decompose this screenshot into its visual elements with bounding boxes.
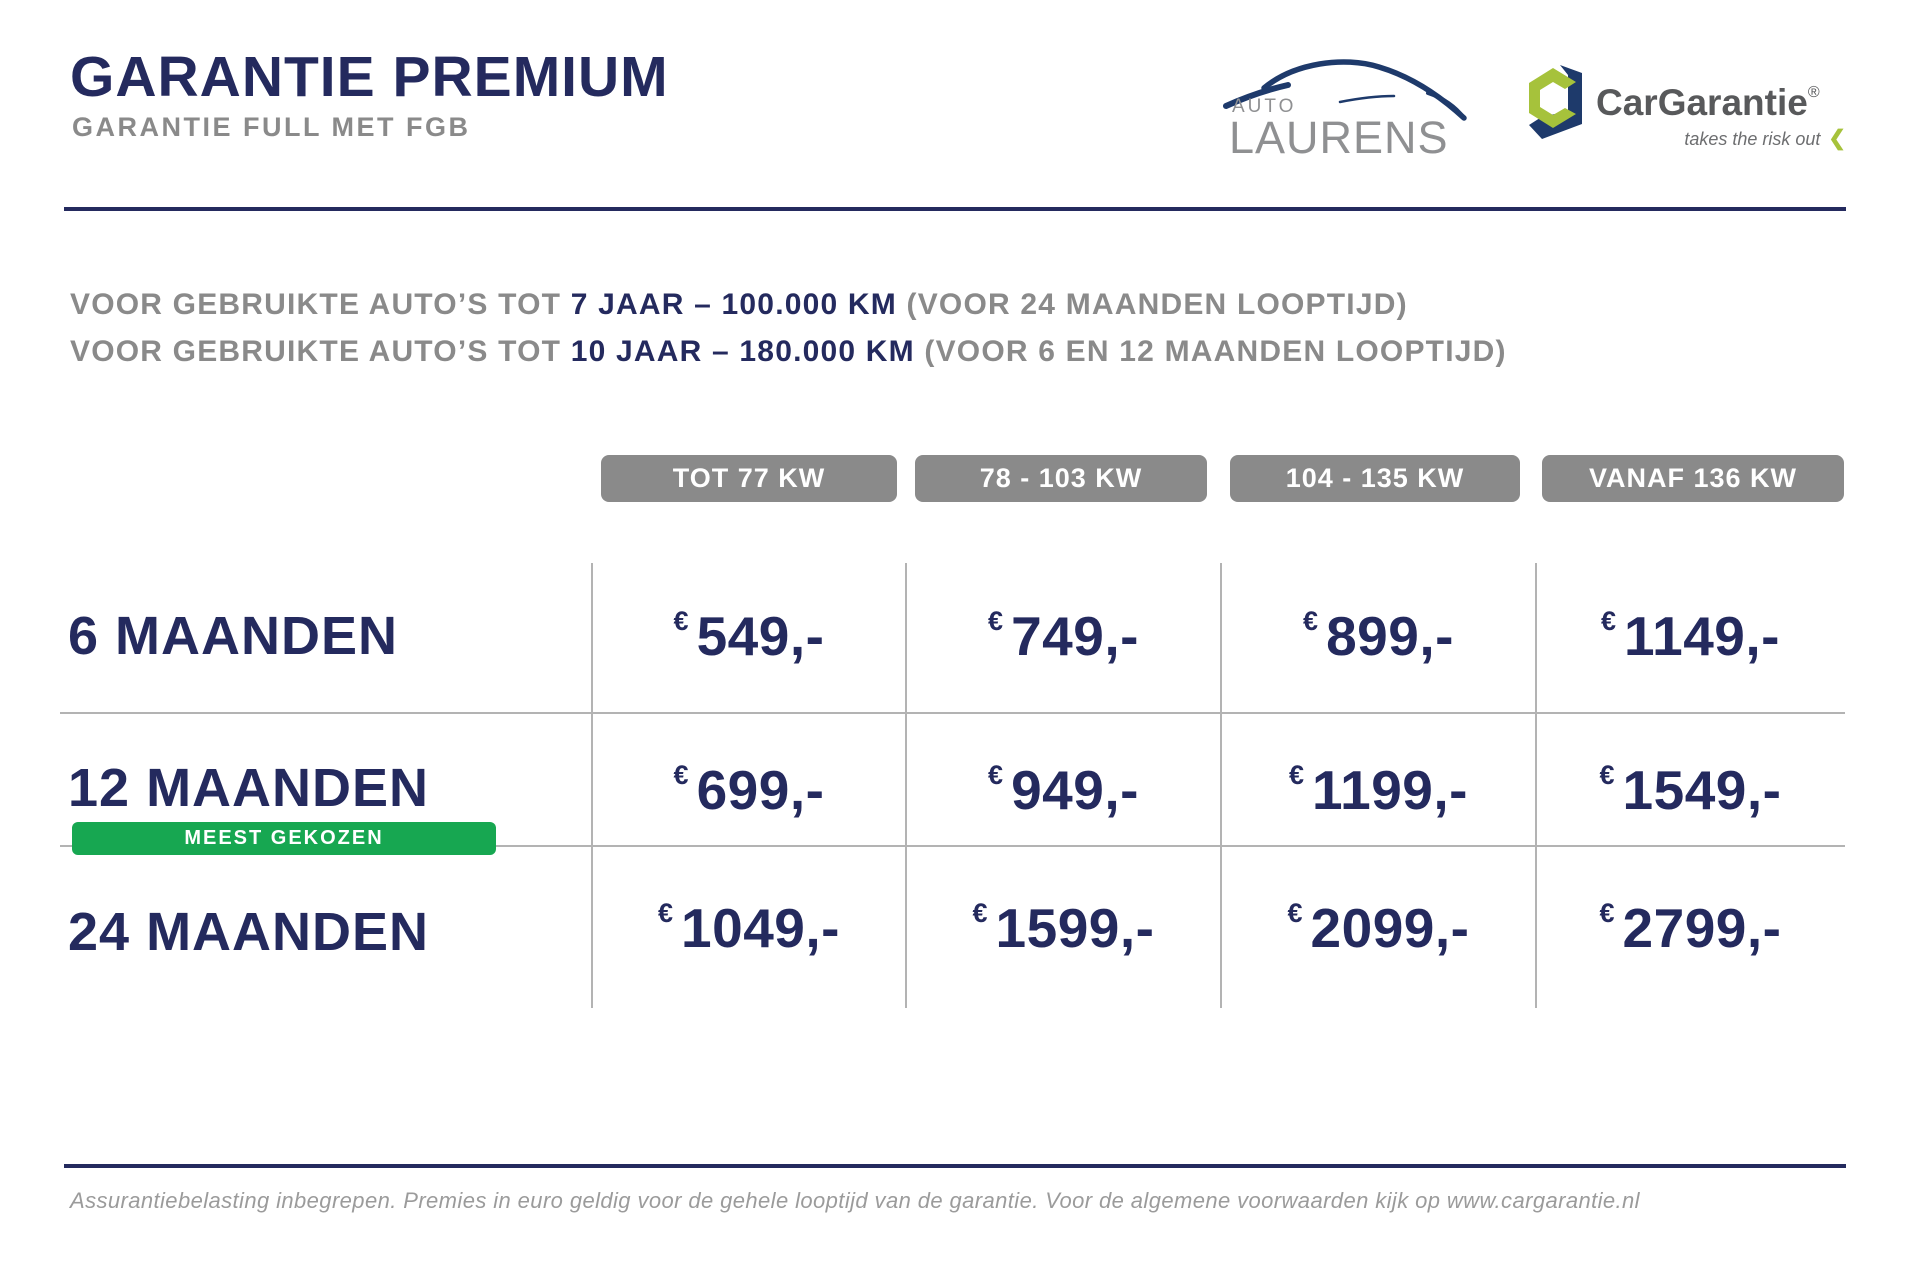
car-swoosh-icon xyxy=(1223,59,1467,121)
condition-1-prefix: VOOR GEBRUIKTE AUTO’S TOT xyxy=(70,288,571,321)
table-vertical-divider xyxy=(1535,563,1537,1008)
euro-sign: € xyxy=(988,759,1004,790)
row-label-12-maanden: 12 MAANDEN xyxy=(68,758,430,818)
table-vertical-divider xyxy=(905,563,907,1008)
cargarantie-brand: CarGarantie® xyxy=(1596,82,1820,124)
euro-sign: € xyxy=(988,605,1004,636)
table-row-divider xyxy=(60,845,1845,847)
usage-conditions: VOOR GEBRUIKTE AUTO’S TOT 7 JAAR – 100.0… xyxy=(70,281,1507,375)
euro-sign: € xyxy=(1601,605,1617,636)
price-12m-78-103kw: €949,- xyxy=(988,759,1139,821)
euro-sign: € xyxy=(673,759,689,790)
chevron-left-icon: ❮ xyxy=(1828,127,1846,150)
footer-divider xyxy=(64,1164,1846,1168)
table-vertical-divider xyxy=(591,563,593,1008)
page-title: GARANTIE PREMIUM xyxy=(70,45,669,109)
cargarantie-tagline-text: takes the risk out xyxy=(1684,129,1821,149)
condition-2-highlight: 10 JAAR – 180.000 KM xyxy=(570,335,915,368)
condition-2-prefix: VOOR GEBRUIKTE AUTO’S TOT xyxy=(70,335,571,368)
euro-sign: € xyxy=(673,605,689,636)
price-24m-104-135kw: €2099,- xyxy=(1287,897,1470,959)
euro-sign: € xyxy=(1599,897,1615,928)
page-subtitle: GARANTIE FULL MET FGB xyxy=(72,112,471,142)
condition-line-2: VOOR GEBRUIKTE AUTO’S TOT 10 JAAR – 180.… xyxy=(70,328,1507,375)
auto-laurens-logo: AUTO LAURENS xyxy=(1222,54,1472,163)
price-12m-vanaf-136kw: €1549,- xyxy=(1599,759,1782,821)
price-24m-78-103kw: €1599,- xyxy=(972,897,1155,959)
cargarantie-logo: CarGarantie® takes the risk out ❮ xyxy=(1526,60,1848,152)
cargarantie-hexagon-icon xyxy=(1529,65,1582,139)
euro-sign: € xyxy=(972,897,988,928)
footer-note: Assurantiebelasting inbegrepen. Premies … xyxy=(70,1188,1640,1213)
price-24m-vanaf-136kw: €2799,- xyxy=(1599,897,1782,959)
column-header-tot-77-kw: TOT 77 KW xyxy=(601,455,897,502)
price-12m-104-135kw: €1199,- xyxy=(1289,759,1468,821)
column-header-vanaf-136-kw: VANAF 136 KW xyxy=(1542,455,1844,502)
euro-sign: € xyxy=(1289,759,1305,790)
condition-1-suffix: (VOOR 24 MAANDEN LOOPTIJD) xyxy=(896,288,1408,321)
condition-2-suffix: (VOOR 6 EN 12 MAANDEN LOOPTIJD) xyxy=(914,335,1507,368)
table-vertical-divider xyxy=(1220,563,1222,1008)
euro-sign: € xyxy=(1303,605,1319,636)
price-6m-104-135kw: €899,- xyxy=(1303,605,1454,667)
price-24m-tot-77kw: €1049,- xyxy=(658,897,840,959)
condition-line-1: VOOR GEBRUIKTE AUTO’S TOT 7 JAAR – 100.0… xyxy=(70,281,1507,328)
header-divider xyxy=(64,207,1846,211)
cargarantie-tagline: takes the risk out ❮ xyxy=(1684,126,1846,151)
auto-laurens-word-laurens: LAURENS xyxy=(1229,112,1449,163)
column-header-78-103-kw: 78 - 103 KW xyxy=(915,455,1207,502)
euro-sign: € xyxy=(1599,759,1615,790)
row-label-24-maanden: 24 MAANDEN xyxy=(68,902,430,962)
euro-sign: € xyxy=(1287,897,1303,928)
row-label-6-maanden: 6 MAANDEN xyxy=(68,606,399,666)
most-chosen-badge: MEEST GEKOZEN xyxy=(72,822,496,855)
price-6m-tot-77kw: €549,- xyxy=(673,605,825,667)
euro-sign: € xyxy=(658,897,674,928)
registered-mark: ® xyxy=(1807,84,1820,101)
price-6m-78-103kw: €749,- xyxy=(988,605,1139,667)
condition-1-highlight: 7 JAAR – 100.000 KM xyxy=(570,288,897,321)
column-header-104-135-kw: 104 - 135 KW xyxy=(1230,455,1520,502)
table-row-divider xyxy=(60,712,1845,714)
price-12m-tot-77kw: €699,- xyxy=(673,759,825,821)
auto-laurens-word-auto: AUTO xyxy=(1232,96,1297,117)
price-6m-vanaf-136kw: €1149,- xyxy=(1601,605,1780,667)
cargarantie-brand-text: CarGarantie xyxy=(1596,82,1808,123)
